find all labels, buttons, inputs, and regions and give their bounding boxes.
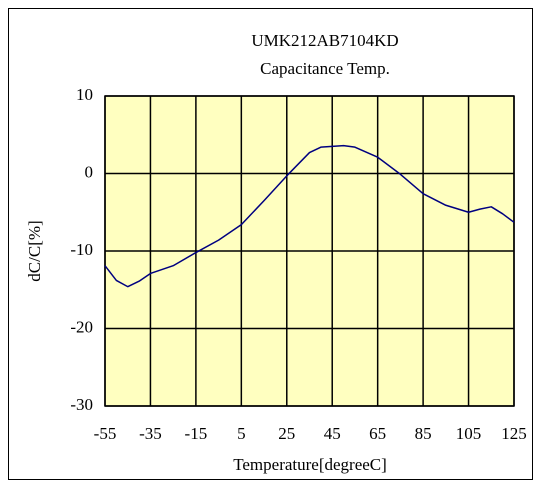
plot-border <box>104 95 515 407</box>
x-tick-label: 5 <box>237 424 246 443</box>
x-tick-label: 105 <box>456 424 482 443</box>
chart-title: UMK212AB7104KD <box>251 31 398 50</box>
y-tick-label: -20 <box>70 317 93 336</box>
x-axis-label: Temperature[degreeC] <box>233 455 387 474</box>
x-tick-label: 85 <box>415 424 432 443</box>
x-tick-label: 45 <box>324 424 341 443</box>
x-tick-label: -55 <box>94 424 117 443</box>
x-tick-label: -15 <box>185 424 208 443</box>
x-tick-label: 65 <box>369 424 386 443</box>
y-tick-label: -30 <box>70 395 93 414</box>
y-axis-label: dC/C[%] <box>25 220 44 281</box>
data-line <box>104 144 515 288</box>
chart-subtitle: Capacitance Temp. <box>260 59 390 78</box>
x-tick-label: -35 <box>139 424 162 443</box>
x-tick-label: 25 <box>278 424 295 443</box>
y-tick-label: 10 <box>76 85 93 104</box>
y-tick-label: 0 <box>85 162 94 181</box>
x-tick-label: 125 <box>501 424 527 443</box>
y-tick-label: -10 <box>70 240 93 259</box>
